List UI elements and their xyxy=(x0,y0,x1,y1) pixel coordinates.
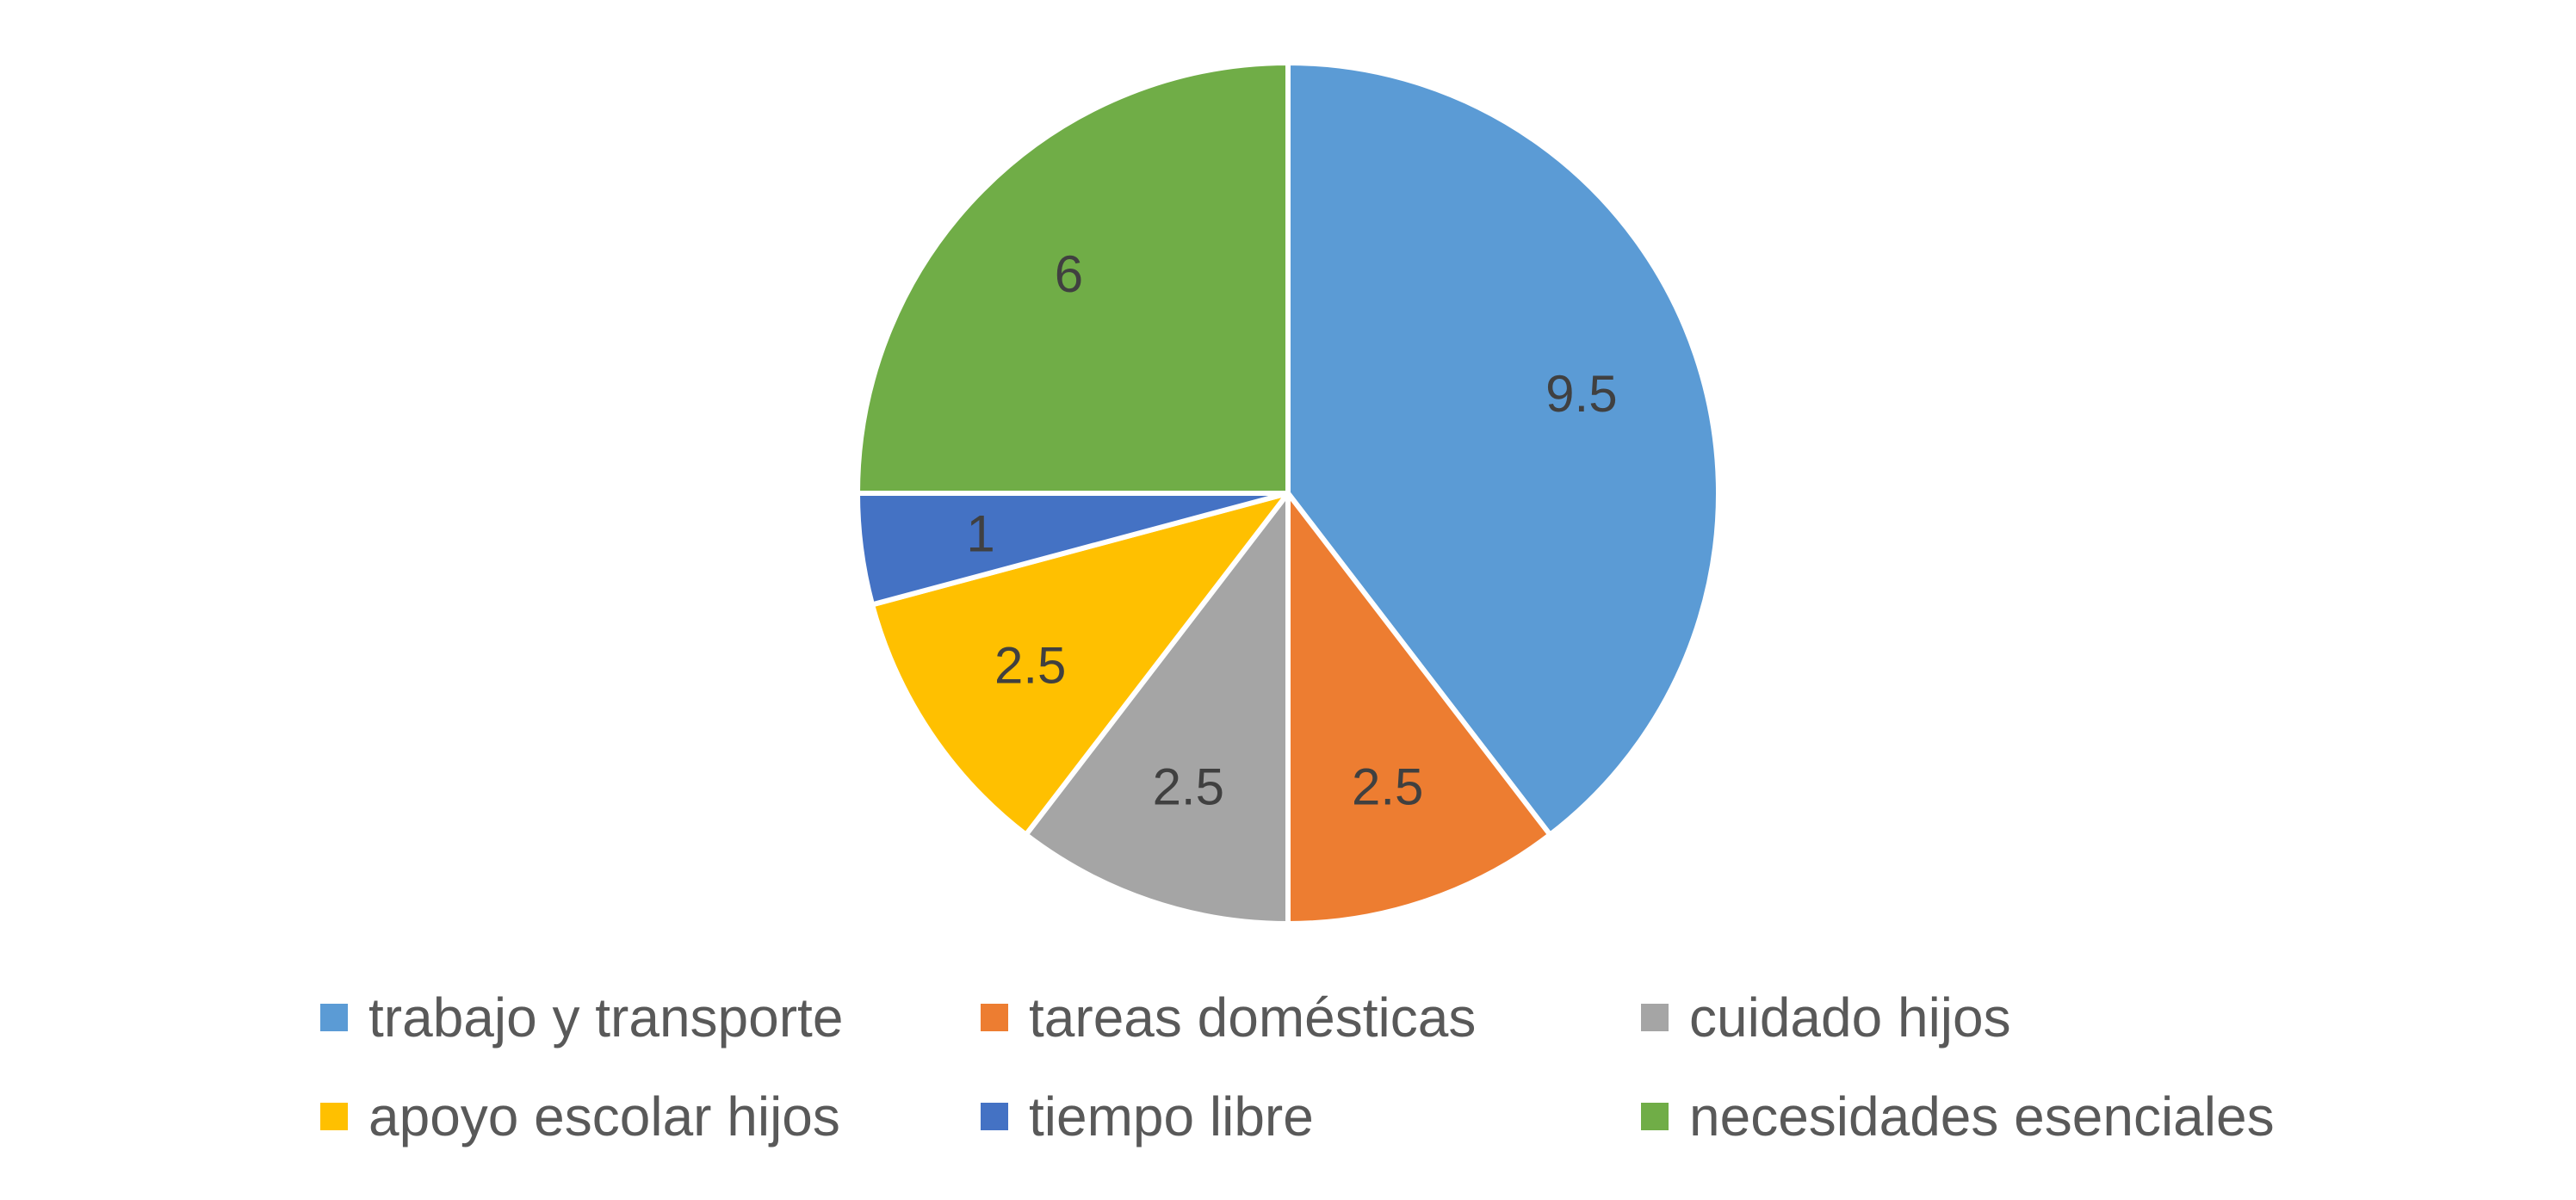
data-label-cuidado-hijos: 2.5 xyxy=(1153,758,1224,815)
legend-label: cuidado hijos xyxy=(1689,987,2011,1048)
legend-item-trabajo-y-transporte: trabajo y transporte xyxy=(320,987,843,1048)
data-label-tareas-domesticas: 2.5 xyxy=(1352,758,1423,815)
legend-swatch xyxy=(320,1004,348,1031)
data-label-trabajo-y-transporte: 9.5 xyxy=(1545,365,1617,423)
legend-swatch xyxy=(320,1103,348,1130)
legend-label: trabajo y transporte xyxy=(368,987,843,1048)
legend-swatch xyxy=(1641,1103,1669,1130)
legend-item-tiempo-libre: tiempo libre xyxy=(981,1086,1314,1147)
data-label-necesidades-esenciales: 6 xyxy=(1055,245,1083,303)
legend: trabajo y transporte tareas domésticas cui… xyxy=(320,987,2275,1147)
legend-swatch xyxy=(981,1103,1008,1130)
pie-slices xyxy=(855,60,1721,926)
legend-swatch xyxy=(1641,1004,1669,1031)
legend-item-tareas-domesticas: tareas domésticas xyxy=(981,987,1476,1048)
legend-item-cuidado-hijos: cuidado hijos xyxy=(1641,987,2011,1048)
legend-item-necesidades-esenciales: necesidades esenciales xyxy=(1641,1086,2275,1147)
legend-swatch xyxy=(981,1004,1008,1031)
pie-slice-tareas-domesticas xyxy=(1285,491,1553,926)
legend-item-apoyo-escolar-hijos: apoyo escolar hijos xyxy=(320,1086,840,1147)
legend-label: tiempo libre xyxy=(1029,1086,1314,1147)
legend-label: necesidades esenciales xyxy=(1689,1086,2275,1147)
pie-slice-cuidado-hijos xyxy=(1023,491,1291,926)
data-labels: 9.5 2.5 2.5 2.5 1 6 xyxy=(966,245,1617,815)
pie-slice-trabajo-y-transporte xyxy=(1285,60,1721,838)
data-label-apoyo-escolar-hijos: 2.5 xyxy=(994,637,1066,695)
pie-slice-necesidades-esenciales xyxy=(855,60,1291,496)
legend-label: tareas domésticas xyxy=(1029,987,1476,1048)
legend-label: apoyo escolar hijos xyxy=(368,1086,840,1147)
data-label-tiempo-libre: 1 xyxy=(966,504,994,562)
